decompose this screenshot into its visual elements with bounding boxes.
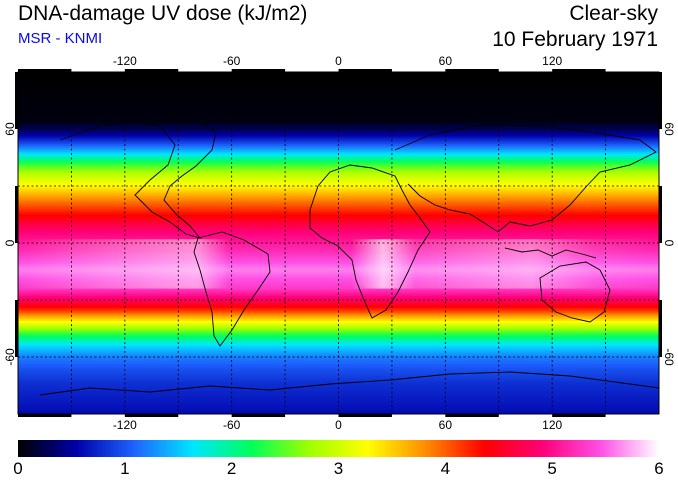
frame-bar-left — [15, 72, 18, 129]
colorbar-tick-label: 6 — [654, 459, 664, 478]
frame-bar-left — [15, 186, 18, 243]
latitude-labels-right: 60 0 -60 — [662, 122, 676, 366]
longitude-label-bottom: -60 — [223, 418, 241, 432]
longitude-label-top: 0 — [335, 54, 342, 68]
frame-bar-right — [659, 186, 662, 243]
latitude-label-right: 0 — [662, 240, 676, 247]
longitude-label-bottom: -120 — [113, 418, 137, 432]
frame-bar-bottom — [445, 414, 499, 417]
frame-bar-bottom — [231, 414, 286, 417]
latitude-label-left: 60 — [3, 122, 17, 136]
frame-bar-top — [231, 69, 286, 72]
frame-bar-top — [124, 69, 179, 72]
latitude-label-right: 60 — [662, 122, 676, 136]
frame-bar-right — [659, 300, 662, 357]
source-label: MSR - KNMI — [18, 30, 103, 47]
frame-bar-top — [338, 69, 392, 72]
longitude-label-bottom: 120 — [542, 418, 562, 432]
map-title: DNA-damage UV dose (kJ/m2) — [18, 2, 308, 25]
colorbar-tick-label: 5 — [547, 459, 557, 478]
frame-bar-right — [659, 72, 662, 129]
frame-tick-bars — [15, 69, 662, 417]
longitude-label-top: -60 — [223, 54, 241, 68]
latitude-label-right: -60 — [662, 348, 676, 366]
coastline-antarctica — [39, 371, 659, 396]
longitude-labels-bottom: -120 -60 0 60 120 — [113, 418, 563, 432]
colorbar-tick-label: 3 — [333, 459, 344, 478]
colorbar — [18, 440, 659, 457]
coastline-europe-africa — [309, 164, 431, 319]
frame-bar-left — [15, 300, 18, 357]
frame-bar-bottom — [18, 414, 72, 417]
longitude-label-bottom: 60 — [439, 418, 453, 432]
coastline-north-america — [59, 119, 217, 239]
longitude-labels-top: -120 -60 0 60 120 — [113, 54, 563, 68]
latitude-label-left: -60 — [3, 348, 17, 366]
coastline-australia — [539, 261, 611, 323]
colorbar-tick-label: 0 — [13, 459, 23, 478]
colorbar-tick-label: 1 — [120, 459, 130, 478]
coastline-indonesia — [504, 247, 597, 259]
frame-bar-bottom — [338, 414, 392, 417]
frame-bar-bottom — [552, 414, 606, 417]
longitude-label-top: 120 — [542, 54, 562, 68]
graticule — [18, 72, 659, 414]
latitude-labels-left: 60 0 -60 — [3, 122, 17, 366]
coastline-asia — [394, 124, 657, 233]
frame-bar-top — [445, 69, 499, 72]
longitude-label-top: -120 — [113, 54, 137, 68]
longitude-label-bottom: 0 — [335, 418, 342, 432]
sky-condition-label: Clear-sky — [569, 2, 658, 25]
frame-bar-top — [18, 69, 72, 72]
frame-bar-top — [552, 69, 606, 72]
longitude-label-top: 60 — [439, 54, 453, 68]
colorbar-tick-label: 4 — [440, 459, 451, 478]
latitude-label-left: 0 — [3, 239, 17, 246]
colorbar-tick-label: 2 — [226, 459, 237, 478]
frame-bar-bottom — [124, 414, 179, 417]
date-label: 10 February 1971 — [492, 28, 658, 51]
